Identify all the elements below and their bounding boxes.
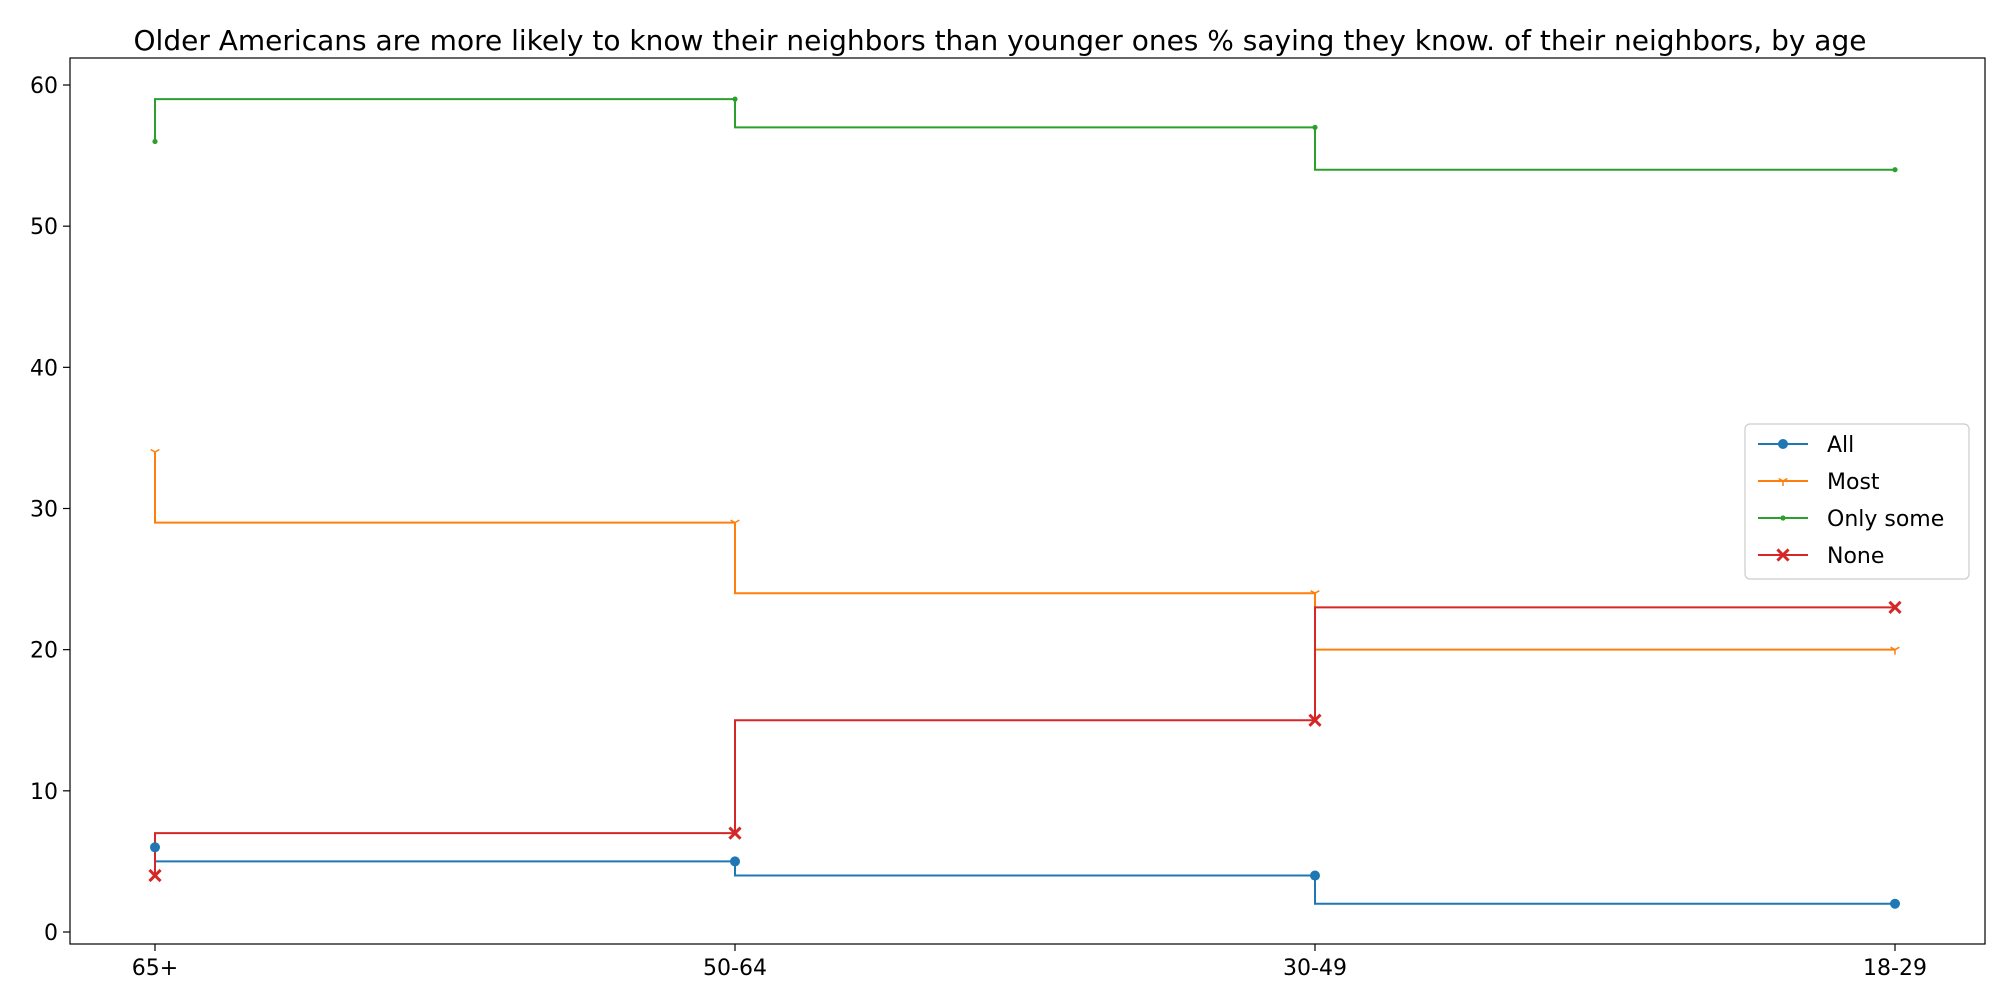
data-point-most-50-64	[730, 519, 740, 528]
data-point-all-30-49	[1310, 870, 1320, 881]
legend-box	[1744, 423, 1970, 580]
data-point-all-65+	[150, 842, 160, 853]
series-line-none	[154, 606, 1895, 876]
legend-marker-most	[1778, 477, 1788, 486]
y-tick-label: 10	[30, 780, 58, 805]
data-point-all-50-64	[730, 856, 740, 867]
y-axis: 0 10 20 30 40 50 60	[30, 74, 70, 946]
data-point-none-65+	[148, 868, 162, 883]
data-point-most-30-49	[1310, 590, 1320, 599]
y-tick-label: 40	[30, 356, 58, 381]
legend-label-most: Most	[1827, 470, 1880, 495]
chart-title: Older Americans are more likely to know …	[134, 24, 1867, 57]
data-point-none-30-49	[1308, 713, 1322, 727]
data-point-only-some-18-29	[1892, 167, 1898, 173]
y-tick-label: 60	[30, 74, 58, 99]
data-point-most-18-29	[1890, 646, 1900, 655]
data-point-only-some-50-64	[732, 96, 738, 102]
data-point-only-some-65+	[152, 138, 158, 145]
data-point-most-65+	[150, 448, 160, 458]
marker-layer	[148, 96, 1902, 909]
legend: All Most Only some None	[1744, 423, 1970, 580]
y-tick-label: 30	[30, 498, 58, 523]
x-tick-label: 50-64	[703, 956, 767, 981]
plot-frame	[69, 57, 1986, 945]
series-layer	[154, 98, 1895, 905]
y-tick-label: 20	[30, 639, 58, 664]
data-point-none-50-64	[728, 826, 742, 840]
data-point-all-18-29	[1890, 898, 1900, 909]
x-tick-label: 18-29	[1863, 956, 1927, 981]
legend-label-all: All	[1827, 433, 1854, 458]
legend-label-none: None	[1827, 544, 1884, 569]
data-point-only-some-30-49	[1312, 124, 1318, 130]
x-tick-label: 30-49	[1283, 956, 1347, 981]
x-tick-label: 65+	[132, 956, 178, 981]
y-tick-label: 0	[44, 921, 58, 946]
series-line-only-some	[154, 98, 1895, 171]
x-axis: 65+ 50-64 30-49 18-29	[132, 944, 1927, 981]
legend-marker-only-some	[1780, 515, 1786, 521]
y-tick-label: 50	[30, 215, 58, 240]
legend-marker-all	[1778, 439, 1788, 449]
legend-label-only-some: Only some	[1827, 507, 1944, 532]
legend-marker-none	[1776, 548, 1790, 562]
data-point-none-18-29	[1888, 600, 1902, 614]
